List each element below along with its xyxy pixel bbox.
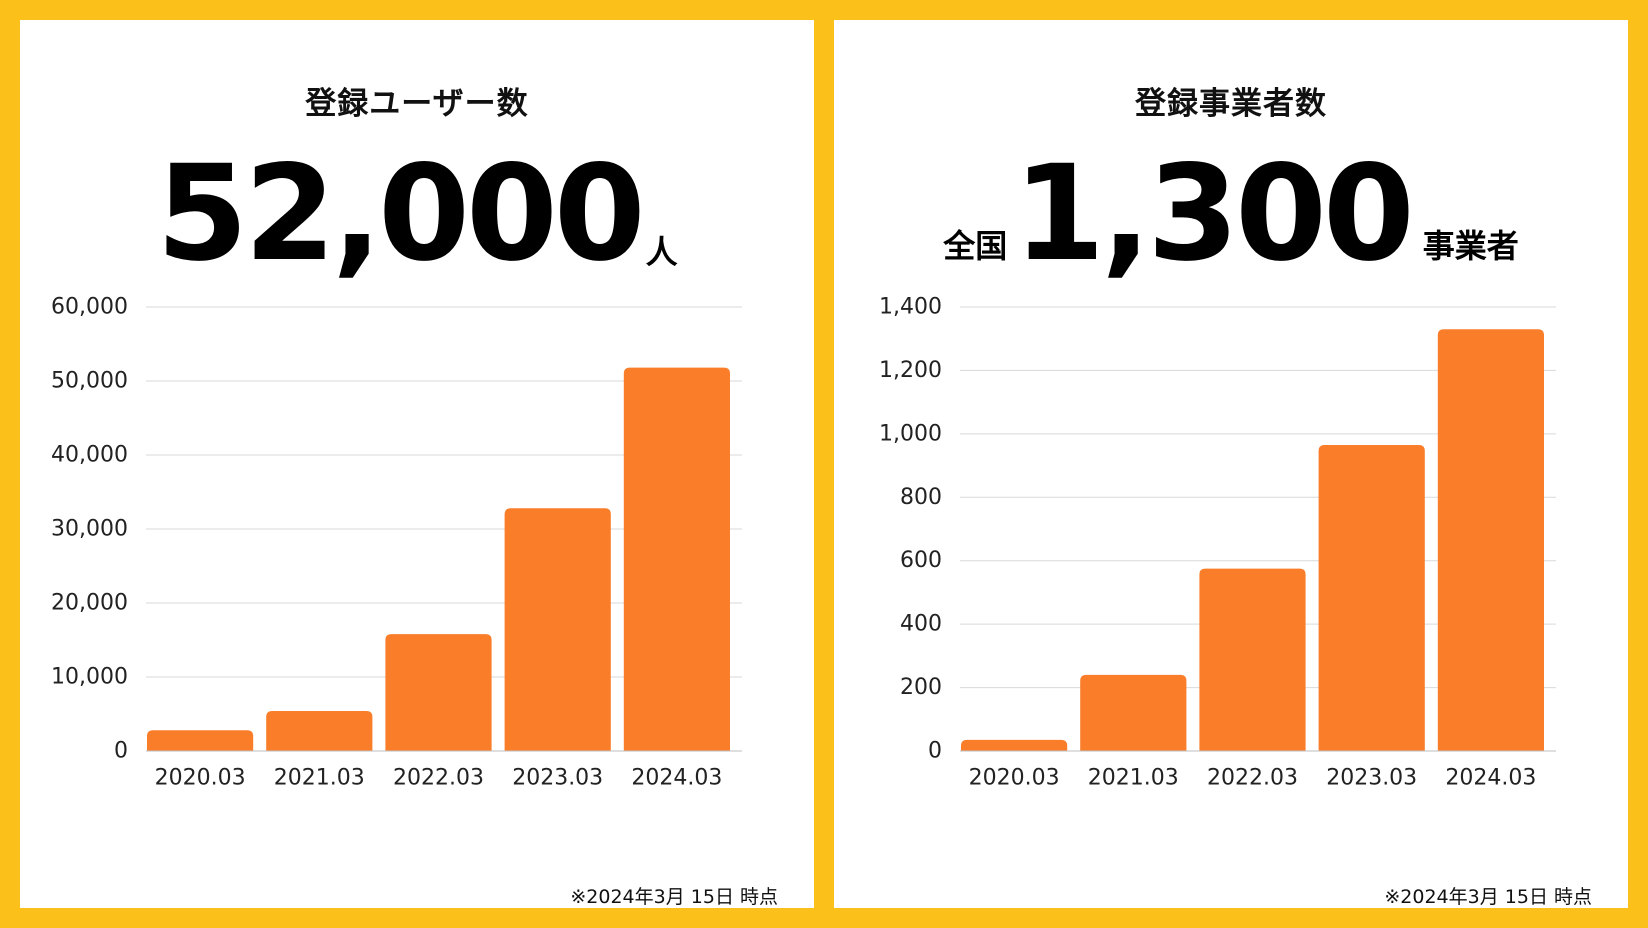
y-tick-label: 400 — [900, 612, 942, 637]
bar — [1199, 568, 1306, 751]
bar — [1437, 329, 1544, 751]
y-tick-label: 800 — [900, 485, 942, 510]
y-tick-label: 40,000 — [51, 443, 128, 468]
user-count-panel: 登録ユーザー数 52,000 人 0 10,000 20,000 30,000 40,0… — [20, 20, 814, 908]
y-tick-label: 50,000 — [51, 369, 128, 394]
bar — [1080, 674, 1187, 751]
x-tick-label: 2021.03 — [274, 766, 365, 791]
x-tick-label: 2024.03 — [631, 766, 722, 791]
user-count-headline: 52,000 人 — [20, 137, 814, 291]
user-count-unit: 人 — [645, 233, 678, 271]
bar — [385, 634, 492, 751]
y-tick-label: 10,000 — [51, 665, 128, 690]
bar — [504, 508, 611, 751]
x-tick-label: 2022.03 — [393, 766, 484, 791]
y-tick-label: 1,000 — [879, 421, 942, 446]
x-tick-label: 2023.03 — [512, 766, 603, 791]
user-count-title: 登録ユーザー数 — [305, 86, 529, 122]
business-count-title: 登録事業者数 — [1135, 86, 1327, 122]
y-tick-label: 600 — [900, 548, 942, 573]
business-count-bar-chart: 0 200 400 600 800 1,000 1,200 1,400 2020.03 2021.… — [879, 295, 1556, 791]
bar — [147, 730, 254, 751]
y-tick-label: 0 — [928, 739, 942, 764]
bar — [266, 711, 373, 751]
x-tick-label: 2023.03 — [1326, 766, 1417, 791]
x-tick-label: 2024.03 — [1445, 766, 1536, 791]
x-tick-label: 2022.03 — [1207, 766, 1298, 791]
business-count-unit: 事業者 — [1422, 227, 1519, 265]
user-count-footnote: ※2024年3月 15日 時点 — [570, 886, 778, 908]
y-tick-label: 30,000 — [51, 517, 128, 542]
bar — [961, 739, 1068, 751]
y-tick-label: 20,000 — [51, 591, 128, 616]
y-tick-label: 200 — [900, 675, 942, 700]
bar — [623, 367, 730, 751]
y-tick-label: 0 — [114, 739, 128, 764]
user-count-bar-chart: 0 10,000 20,000 30,000 40,000 50,000 60,000 202… — [51, 295, 742, 791]
business-count-footnote: ※2024年3月 15日 時点 — [1384, 886, 1592, 908]
business-count-prefix: 全国 — [943, 227, 1008, 265]
business-count-headline: 全国 1,300 事業者 — [834, 137, 1628, 291]
x-tick-label: 2021.03 — [1088, 766, 1179, 791]
business-count-panel: 登録事業者数 全国 1,300 事業者 0 200 400 600 800 1,000 1,… — [834, 20, 1628, 908]
y-tick-label: 60,000 — [51, 295, 128, 320]
x-tick-label: 2020.03 — [969, 766, 1060, 791]
y-tick-label: 1,200 — [879, 358, 942, 383]
x-tick-label: 2020.03 — [155, 766, 246, 791]
business-count-number: 1,300 — [1013, 137, 1415, 291]
bar — [1318, 444, 1425, 751]
user-count-number: 52,000 — [156, 137, 645, 291]
y-tick-label: 1,400 — [879, 295, 942, 320]
